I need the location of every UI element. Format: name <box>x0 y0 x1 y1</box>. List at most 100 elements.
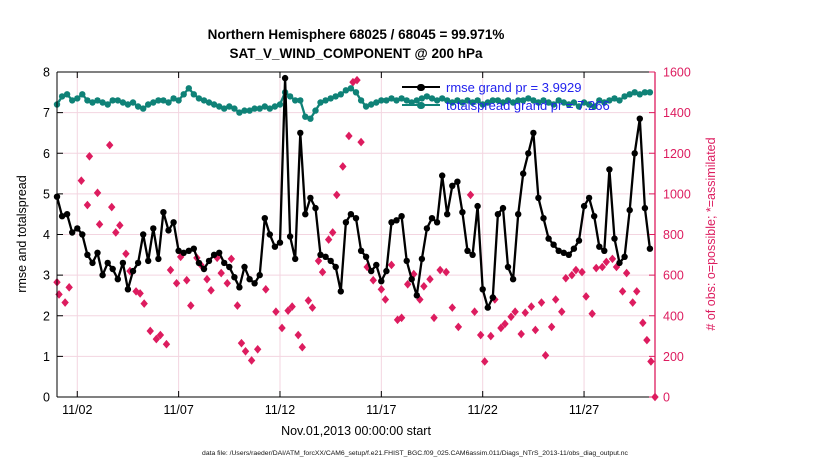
y-axis-right-label: # of obs: o=possible; *=assimilated <box>704 137 718 331</box>
totalspread-marker <box>79 91 86 98</box>
totalspread-marker <box>124 101 132 108</box>
y-right-tick-label: 1400 <box>663 106 691 120</box>
rmse-marker <box>575 237 583 244</box>
rmse-marker <box>134 259 142 267</box>
totalspread-marker <box>170 95 177 102</box>
legend-item-totalspread: totalspread grand pr = 7.266 <box>402 98 610 113</box>
totalspread-marker <box>297 97 304 104</box>
obs-count-marker <box>106 140 114 150</box>
rmse-series <box>53 74 654 311</box>
obs-count-marker <box>116 221 124 230</box>
tick-labels: 0 1 2 3 4 5 6 7 8 0 200 400 600 800 1000 1200 1400 1600 11… <box>43 66 691 418</box>
totalspread-marker <box>134 103 142 110</box>
obs-count-marker <box>369 275 377 285</box>
rmse-marker <box>591 213 598 220</box>
rmse-marker <box>418 255 426 263</box>
obs-count-marker <box>501 319 509 329</box>
obs-count-marker <box>247 356 256 365</box>
totalspread-marker <box>302 113 309 120</box>
totalspread-marker <box>256 105 263 112</box>
rmse-marker <box>129 267 137 275</box>
rmse-marker <box>79 231 86 238</box>
rmse-marker <box>221 259 228 267</box>
rmse-marker <box>606 166 613 173</box>
rmse-marker <box>231 274 238 281</box>
totalspread-marker <box>216 103 223 110</box>
rmse-marker <box>357 247 365 254</box>
x-tick-label: 11/22 <box>468 403 498 417</box>
obs-count-marker <box>65 283 73 292</box>
totalspread-marker <box>535 99 542 106</box>
totalspread-marker <box>307 115 314 122</box>
obs-count-marker <box>112 228 120 237</box>
rmse-marker <box>63 211 71 218</box>
rmse-marker <box>408 276 415 283</box>
obs-count-marker <box>551 295 560 304</box>
totalspread-marker <box>251 105 258 112</box>
rmse-marker <box>449 182 456 189</box>
totalspread-marker <box>286 93 294 100</box>
rmse-marker <box>190 245 197 252</box>
obs-count-marker <box>146 326 154 336</box>
obs-count-marker <box>562 273 570 283</box>
rmse-marker <box>611 235 618 242</box>
y-right-tick-label: 1000 <box>663 187 691 201</box>
obs-count-marker <box>172 278 181 288</box>
x-tick-label: 11/17 <box>366 403 396 417</box>
rmse-marker <box>114 276 122 283</box>
totalspread-marker <box>540 97 547 104</box>
totalspread-marker <box>362 103 370 110</box>
totalspread-marker <box>74 95 81 102</box>
rmse-marker <box>246 276 253 283</box>
totalspread-marker <box>469 99 476 106</box>
obs-count-marker <box>93 188 102 198</box>
totalspread-marker <box>246 107 253 114</box>
rmse-marker <box>281 74 289 82</box>
rmse-marker <box>195 259 203 267</box>
obs-count-marker <box>304 296 313 305</box>
obs-count-marker <box>430 313 438 323</box>
totalspread-marker <box>342 87 350 94</box>
totalspread-marker <box>641 89 649 96</box>
obs-count-marker <box>397 313 406 323</box>
rmse-marker <box>373 261 380 269</box>
obs-count-marker <box>647 357 655 366</box>
obs-count-marker <box>203 274 211 284</box>
rmse-marker <box>175 247 182 254</box>
rmse-marker <box>525 150 532 157</box>
obs-count-marker <box>481 357 489 366</box>
totalspread-marker <box>312 107 319 114</box>
totalspread-marker <box>180 91 187 98</box>
rmse-marker <box>398 213 405 220</box>
obs-count-marker <box>511 307 519 316</box>
rmse-marker <box>368 267 375 275</box>
obs-count-marker <box>223 278 231 288</box>
legend-rmse-marker <box>402 80 440 94</box>
obs-count-marker <box>227 254 236 264</box>
totalspread-marker <box>570 99 578 106</box>
obs-count-marker <box>95 220 104 229</box>
obs-count-marker <box>85 151 94 161</box>
rmse-marker <box>641 204 649 212</box>
obs-count-marker <box>83 200 92 210</box>
totalspread-marker <box>236 109 243 116</box>
totalspread-marker <box>190 91 197 98</box>
totalspread-marker <box>317 99 324 106</box>
totalspread-marker <box>226 103 233 110</box>
rmse-marker <box>550 241 557 248</box>
totalspread-marker <box>266 105 273 112</box>
obs-count-marker <box>381 295 390 304</box>
obs-count-marker <box>531 325 540 335</box>
totalspread-marker <box>347 85 355 92</box>
obs-count-marker <box>568 270 576 280</box>
obs-count-marker <box>333 190 341 200</box>
totalspread-marker <box>99 99 106 106</box>
totalspread-marker <box>145 101 152 108</box>
obs-count-marker <box>237 338 246 348</box>
rmse-marker <box>99 271 106 279</box>
totalspread-marker <box>94 97 101 104</box>
totalspread-marker <box>84 97 91 104</box>
totalspread-series <box>53 85 654 122</box>
rmse-marker <box>479 286 486 293</box>
totalspread-marker <box>332 93 339 100</box>
